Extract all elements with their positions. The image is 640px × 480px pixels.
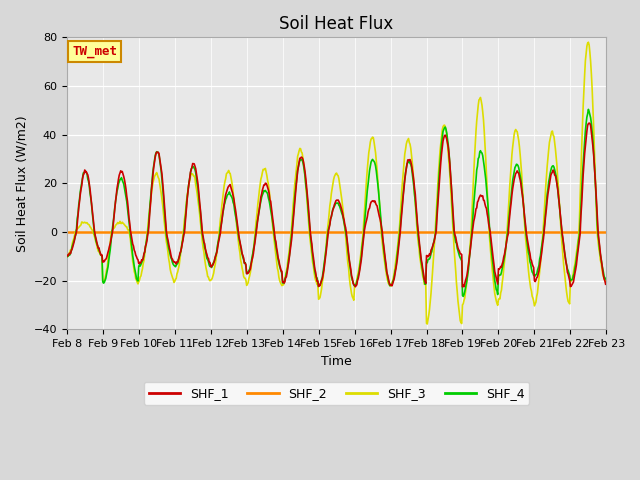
Title: Soil Heat Flux: Soil Heat Flux (280, 15, 394, 33)
Y-axis label: Soil Heat Flux (W/m2): Soil Heat Flux (W/m2) (15, 115, 28, 252)
Legend: SHF_1, SHF_2, SHF_3, SHF_4: SHF_1, SHF_2, SHF_3, SHF_4 (144, 382, 529, 405)
X-axis label: Time: Time (321, 355, 352, 368)
Text: TW_met: TW_met (72, 45, 117, 58)
